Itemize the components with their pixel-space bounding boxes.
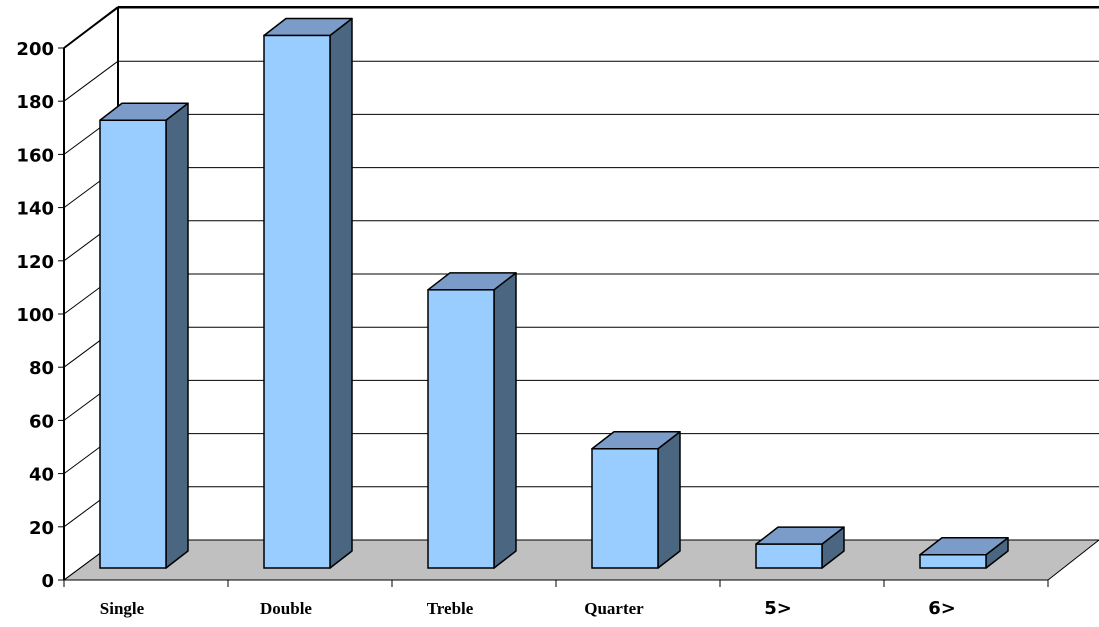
x-axis-tick-labels: Single Double Treble Quarter 5> 6> — [100, 598, 956, 619]
bar-front — [263, 34, 331, 569]
y-tick-label: 140 — [16, 199, 54, 220]
y-tick-label: 120 — [16, 252, 54, 273]
y-tick-label: 20 — [29, 518, 54, 539]
y-tick-label: 200 — [16, 39, 54, 60]
bar-double — [263, 17, 353, 569]
y-tick-label: 60 — [29, 411, 54, 432]
x-tick-label: 5> — [764, 598, 792, 619]
bar-front — [755, 543, 823, 569]
y-tick-label: 160 — [16, 145, 54, 166]
bar-side — [493, 272, 517, 569]
gridline-diagonal — [63, 60, 119, 102]
x-tick-label: 6> — [928, 598, 956, 619]
bar-side — [165, 102, 189, 569]
y-tick-label: 80 — [29, 358, 54, 379]
x-tick-label: Single — [100, 599, 145, 618]
y-tick-label: 40 — [29, 465, 54, 486]
x-tick-label: Double — [260, 599, 312, 618]
bar-quarter — [591, 431, 681, 569]
side-wall-top-edge — [63, 6, 119, 49]
y-tick-label: 100 — [16, 305, 54, 326]
bar-5 — [755, 526, 845, 569]
bars — [99, 17, 1009, 569]
bar-side — [657, 431, 681, 569]
bar-single — [99, 102, 189, 569]
y-tick-label: 0 — [41, 571, 54, 592]
x-tick-label: Quarter — [584, 599, 644, 618]
bar-treble — [427, 272, 517, 569]
bar-front — [427, 289, 495, 569]
bar-6 — [919, 537, 1009, 569]
y-axis-tick-labels: 0 20 40 60 80 100 120 140 160 180 200 — [16, 39, 54, 592]
bar-side — [329, 17, 353, 569]
bar-front — [99, 119, 167, 569]
x-tick-label: Treble — [427, 599, 474, 618]
bar-front — [919, 554, 987, 569]
bar-front — [591, 448, 659, 569]
y-tick-label: 180 — [16, 92, 54, 113]
